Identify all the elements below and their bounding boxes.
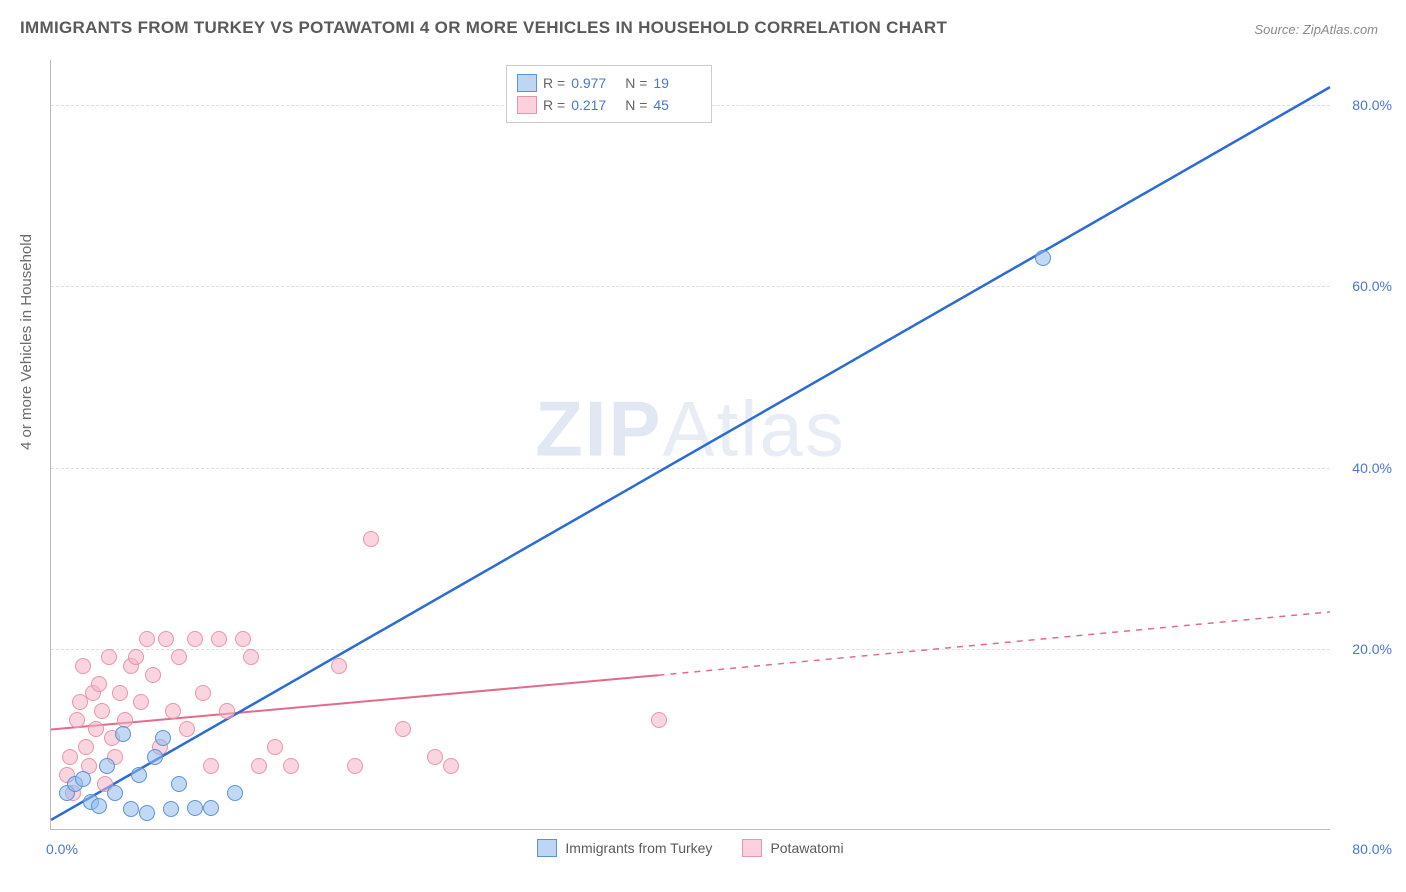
data-point xyxy=(75,771,91,787)
data-point xyxy=(107,785,123,801)
data-point xyxy=(267,739,283,755)
data-point xyxy=(235,631,251,647)
data-point xyxy=(211,631,227,647)
data-point xyxy=(203,758,219,774)
data-point xyxy=(219,703,235,719)
data-point xyxy=(187,800,203,816)
r-value-turkey: 0.977 xyxy=(571,75,619,91)
data-point xyxy=(139,805,155,821)
data-point xyxy=(427,749,443,765)
swatch-blue-icon xyxy=(537,839,557,857)
data-point xyxy=(139,631,155,647)
data-point xyxy=(651,712,667,728)
data-point xyxy=(283,758,299,774)
data-point xyxy=(91,798,107,814)
data-point xyxy=(128,649,144,665)
data-point xyxy=(123,801,139,817)
data-point xyxy=(443,758,459,774)
legend-correlation: R = 0.977 N = 19 R = 0.217 N = 45 xyxy=(506,65,712,123)
data-point xyxy=(133,694,149,710)
data-point xyxy=(91,676,107,692)
plot-area: ZIPAtlas 20.0%40.0%60.0%80.0% R = 0.977 … xyxy=(50,60,1330,830)
legend-item-turkey: Immigrants from Turkey xyxy=(537,839,712,857)
data-point xyxy=(112,685,128,701)
chart-title: IMMIGRANTS FROM TURKEY VS POTAWATOMI 4 O… xyxy=(20,18,947,38)
data-point xyxy=(115,726,131,742)
data-point xyxy=(155,730,171,746)
y-tick-label: 20.0% xyxy=(1352,641,1392,657)
swatch-blue-icon xyxy=(517,74,537,92)
data-point xyxy=(395,721,411,737)
legend-label-turkey: Immigrants from Turkey xyxy=(565,840,712,856)
data-point xyxy=(227,785,243,801)
data-point xyxy=(99,758,115,774)
legend-row-turkey: R = 0.977 N = 19 xyxy=(517,72,701,94)
y-axis-label: 4 or more Vehicles in Household xyxy=(18,234,35,450)
data-point xyxy=(171,649,187,665)
data-point xyxy=(203,800,219,816)
data-point xyxy=(101,649,117,665)
y-tick-label: 60.0% xyxy=(1352,278,1392,294)
data-point xyxy=(1035,250,1051,266)
data-point xyxy=(131,767,147,783)
r-value-potawatomi: 0.217 xyxy=(571,97,619,113)
data-point xyxy=(347,758,363,774)
y-tick-label: 40.0% xyxy=(1352,460,1392,476)
data-point xyxy=(158,631,174,647)
data-point xyxy=(94,703,110,719)
legend-label-potawatomi: Potawatomi xyxy=(770,840,843,856)
data-point xyxy=(187,631,203,647)
n-value-potawatomi: 45 xyxy=(653,97,701,113)
data-point xyxy=(195,685,211,701)
data-point xyxy=(363,531,379,547)
data-point xyxy=(145,667,161,683)
data-point xyxy=(171,776,187,792)
data-point xyxy=(251,758,267,774)
data-point xyxy=(78,739,94,755)
data-point xyxy=(62,749,78,765)
swatch-pink-icon xyxy=(742,839,762,857)
data-point xyxy=(331,658,347,674)
legend-series: Immigrants from Turkey Potawatomi xyxy=(51,839,1330,857)
data-point xyxy=(243,649,259,665)
legend-row-potawatomi: R = 0.217 N = 45 xyxy=(517,94,701,116)
source-text: Source: ZipAtlas.com xyxy=(1254,22,1378,37)
n-value-turkey: 19 xyxy=(653,75,701,91)
data-point xyxy=(75,658,91,674)
data-point xyxy=(165,703,181,719)
data-point xyxy=(163,801,179,817)
data-point xyxy=(147,749,163,765)
x-tick-max: 80.0% xyxy=(1352,841,1392,857)
regression-lines xyxy=(51,60,1330,829)
data-point xyxy=(69,712,85,728)
y-tick-label: 80.0% xyxy=(1352,97,1392,113)
data-point xyxy=(88,721,104,737)
swatch-pink-icon xyxy=(517,96,537,114)
legend-item-potawatomi: Potawatomi xyxy=(742,839,843,857)
data-point xyxy=(179,721,195,737)
